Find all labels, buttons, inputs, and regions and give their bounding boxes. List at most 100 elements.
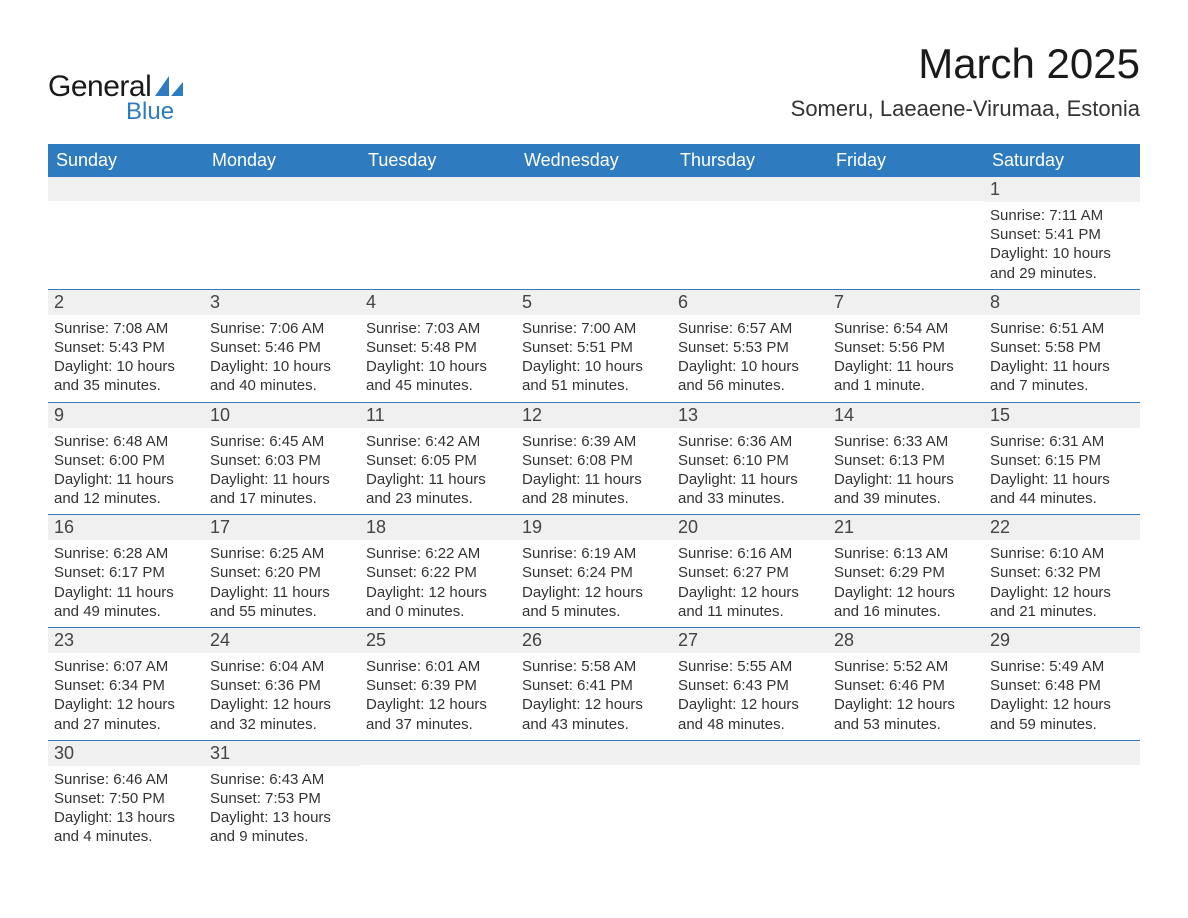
week-row: 2Sunrise: 7:08 AMSunset: 5:43 PMDaylight… [48, 289, 1140, 402]
date-number [360, 741, 516, 765]
day-cell [828, 741, 984, 853]
date-number [672, 177, 828, 201]
sunset-text: Sunset: 6:10 PM [678, 451, 822, 470]
sunset-text: Sunset: 6:00 PM [54, 451, 198, 470]
sunset-text: Sunset: 7:53 PM [210, 789, 354, 808]
day-cell: 26Sunrise: 5:58 AMSunset: 6:41 PMDayligh… [516, 628, 672, 740]
day-cell: 10Sunrise: 6:45 AMSunset: 6:03 PMDayligh… [204, 403, 360, 515]
date-number [516, 741, 672, 765]
day-cell: 4Sunrise: 7:03 AMSunset: 5:48 PMDaylight… [360, 290, 516, 402]
day-cell: 27Sunrise: 5:55 AMSunset: 6:43 PMDayligh… [672, 628, 828, 740]
sunset-text: Sunset: 5:46 PM [210, 338, 354, 357]
day-details: Sunrise: 7:06 AMSunset: 5:46 PMDaylight:… [204, 315, 360, 402]
sunrise-text: Sunrise: 5:58 AM [522, 657, 666, 676]
day-cell: 8Sunrise: 6:51 AMSunset: 5:58 PMDaylight… [984, 290, 1140, 402]
day-details: Sunrise: 6:31 AMSunset: 6:15 PMDaylight:… [984, 428, 1140, 515]
day-cell: 6Sunrise: 6:57 AMSunset: 5:53 PMDaylight… [672, 290, 828, 402]
day-details: Sunrise: 6:48 AMSunset: 6:00 PMDaylight:… [48, 428, 204, 515]
date-number [360, 177, 516, 201]
sunrise-text: Sunrise: 6:39 AM [522, 432, 666, 451]
sunrise-text: Sunrise: 6:36 AM [678, 432, 822, 451]
sunset-text: Sunset: 6:29 PM [834, 563, 978, 582]
date-number: 30 [48, 741, 204, 766]
sunset-text: Sunset: 6:46 PM [834, 676, 978, 695]
day-details: Sunrise: 7:08 AMSunset: 5:43 PMDaylight:… [48, 315, 204, 402]
sunrise-text: Sunrise: 7:06 AM [210, 319, 354, 338]
header: General Blue March 2025 Someru, Laeaene-… [48, 40, 1140, 126]
daylight-text: Daylight: 11 hours and 1 minute. [834, 357, 978, 395]
dow-friday: Friday [828, 144, 984, 177]
day-details: Sunrise: 6:45 AMSunset: 6:03 PMDaylight:… [204, 428, 360, 515]
daylight-text: Daylight: 11 hours and 17 minutes. [210, 470, 354, 508]
daylight-text: Daylight: 10 hours and 51 minutes. [522, 357, 666, 395]
daylight-text: Daylight: 11 hours and 55 minutes. [210, 583, 354, 621]
day-cell [828, 177, 984, 289]
daylight-text: Daylight: 12 hours and 0 minutes. [366, 583, 510, 621]
daylight-text: Daylight: 11 hours and 12 minutes. [54, 470, 198, 508]
day-details: Sunrise: 6:46 AMSunset: 7:50 PMDaylight:… [48, 766, 204, 853]
day-details: Sunrise: 6:10 AMSunset: 6:32 PMDaylight:… [984, 540, 1140, 627]
date-number: 27 [672, 628, 828, 653]
sunset-text: Sunset: 6:13 PM [834, 451, 978, 470]
day-details: Sunrise: 6:16 AMSunset: 6:27 PMDaylight:… [672, 540, 828, 627]
day-cell: 19Sunrise: 6:19 AMSunset: 6:24 PMDayligh… [516, 515, 672, 627]
day-cell: 18Sunrise: 6:22 AMSunset: 6:22 PMDayligh… [360, 515, 516, 627]
date-number: 4 [360, 290, 516, 315]
date-number [672, 741, 828, 765]
day-details: Sunrise: 6:39 AMSunset: 6:08 PMDaylight:… [516, 428, 672, 515]
week-row: 1Sunrise: 7:11 AMSunset: 5:41 PMDaylight… [48, 177, 1140, 289]
sunrise-text: Sunrise: 6:25 AM [210, 544, 354, 563]
dow-thursday: Thursday [672, 144, 828, 177]
date-number: 1 [984, 177, 1140, 202]
daylight-text: Daylight: 11 hours and 49 minutes. [54, 583, 198, 621]
date-number: 12 [516, 403, 672, 428]
sunset-text: Sunset: 6:36 PM [210, 676, 354, 695]
sunrise-text: Sunrise: 6:33 AM [834, 432, 978, 451]
sunrise-text: Sunrise: 6:07 AM [54, 657, 198, 676]
day-details: Sunrise: 6:28 AMSunset: 6:17 PMDaylight:… [48, 540, 204, 627]
daylight-text: Daylight: 12 hours and 59 minutes. [990, 695, 1134, 733]
day-details: Sunrise: 5:55 AMSunset: 6:43 PMDaylight:… [672, 653, 828, 740]
sunrise-text: Sunrise: 6:28 AM [54, 544, 198, 563]
sunset-text: Sunset: 6:34 PM [54, 676, 198, 695]
sunset-text: Sunset: 5:53 PM [678, 338, 822, 357]
sunset-text: Sunset: 6:08 PM [522, 451, 666, 470]
day-cell: 17Sunrise: 6:25 AMSunset: 6:20 PMDayligh… [204, 515, 360, 627]
day-cell: 1Sunrise: 7:11 AMSunset: 5:41 PMDaylight… [984, 177, 1140, 289]
date-number [48, 177, 204, 201]
daylight-text: Daylight: 12 hours and 27 minutes. [54, 695, 198, 733]
date-number: 31 [204, 741, 360, 766]
day-cell: 31Sunrise: 6:43 AMSunset: 7:53 PMDayligh… [204, 741, 360, 853]
calendar: Sunday Monday Tuesday Wednesday Thursday… [48, 144, 1140, 853]
date-number: 23 [48, 628, 204, 653]
day-cell: 3Sunrise: 7:06 AMSunset: 5:46 PMDaylight… [204, 290, 360, 402]
date-number [204, 177, 360, 201]
sunset-text: Sunset: 6:20 PM [210, 563, 354, 582]
day-cell [672, 177, 828, 289]
date-number [516, 177, 672, 201]
daylight-text: Daylight: 11 hours and 7 minutes. [990, 357, 1134, 395]
date-number: 18 [360, 515, 516, 540]
date-number: 3 [204, 290, 360, 315]
day-cell: 11Sunrise: 6:42 AMSunset: 6:05 PMDayligh… [360, 403, 516, 515]
title-block: March 2025 Someru, Laeaene-Virumaa, Esto… [791, 40, 1140, 122]
date-number: 24 [204, 628, 360, 653]
day-cell: 12Sunrise: 6:39 AMSunset: 6:08 PMDayligh… [516, 403, 672, 515]
day-cell [516, 177, 672, 289]
logo-sail-icon [155, 76, 183, 96]
day-details: Sunrise: 6:36 AMSunset: 6:10 PMDaylight:… [672, 428, 828, 515]
day-cell [204, 177, 360, 289]
date-number: 15 [984, 403, 1140, 428]
sunrise-text: Sunrise: 5:52 AM [834, 657, 978, 676]
day-details: Sunrise: 7:11 AMSunset: 5:41 PMDaylight:… [984, 202, 1140, 289]
sunrise-text: Sunrise: 6:16 AM [678, 544, 822, 563]
date-number [828, 741, 984, 765]
day-cell: 14Sunrise: 6:33 AMSunset: 6:13 PMDayligh… [828, 403, 984, 515]
sunrise-text: Sunrise: 6:31 AM [990, 432, 1134, 451]
daylight-text: Daylight: 10 hours and 45 minutes. [366, 357, 510, 395]
daylight-text: Daylight: 11 hours and 23 minutes. [366, 470, 510, 508]
sunset-text: Sunset: 6:41 PM [522, 676, 666, 695]
day-of-week-header: Sunday Monday Tuesday Wednesday Thursday… [48, 144, 1140, 177]
day-cell: 22Sunrise: 6:10 AMSunset: 6:32 PMDayligh… [984, 515, 1140, 627]
day-cell [360, 177, 516, 289]
